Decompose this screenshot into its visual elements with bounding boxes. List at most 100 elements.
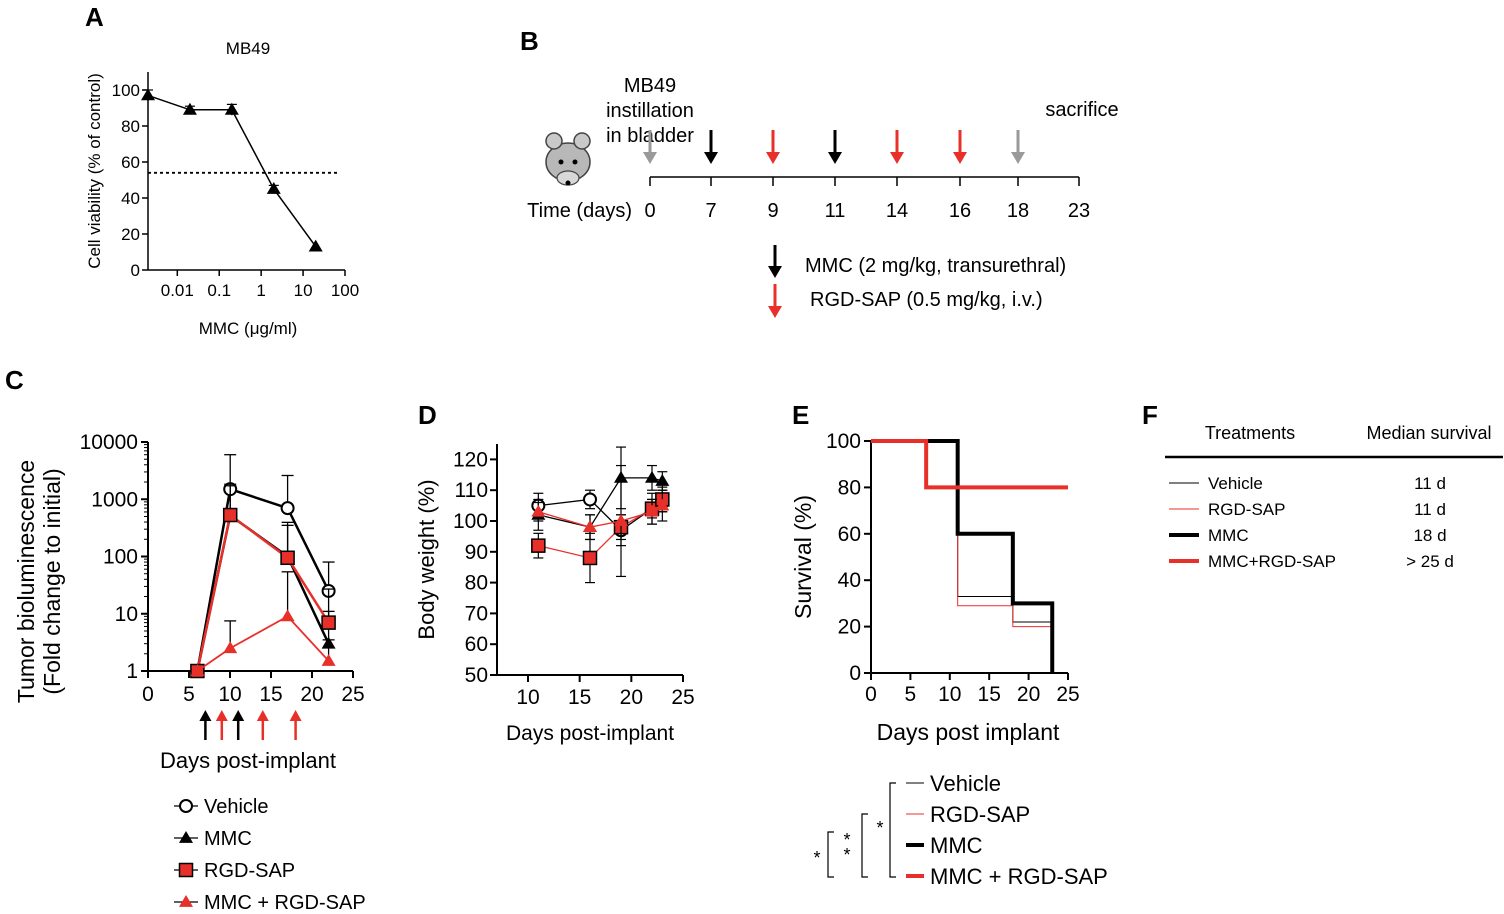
chart-c-xtick-label: 25 [341, 683, 364, 706]
chart-e-legend-label: MMC [930, 833, 983, 858]
chart-a-xtick-label: 1 [256, 281, 265, 300]
panel-a-chart: MB49 0 20 40 60 80 100 0.01 0.1 1 10 100 MMC (μg/ml)… [85, 39, 359, 338]
chart-e-survival-line [871, 440, 1053, 673]
chart-e-ytick-label: 80 [838, 476, 861, 499]
chart-a-ytick-label: 0 [131, 261, 140, 280]
chart-c-point [321, 653, 336, 666]
chart-c-legend-label: RGD-SAP [204, 860, 295, 882]
mouse-nose [565, 180, 571, 186]
legend-arrow-mmc-head [768, 266, 782, 278]
timeline-arrow-head [643, 152, 657, 164]
panel-e-chart: 0 20 40 60 80 100 0 5 10 15 20 25 Days post implant S… [790, 430, 1108, 889]
timeline-day-label: 11 [825, 200, 846, 222]
chart-d-point [583, 520, 597, 533]
chart-c-treatment-arrow-head [199, 710, 212, 721]
chart-e-ytick-label: 60 [838, 523, 861, 546]
chart-a-point [141, 88, 155, 101]
chart-d-point [582, 550, 598, 566]
chart-d-point [645, 470, 659, 483]
table-f-row-treatment: Vehicle [1208, 474, 1263, 493]
panel-label-b: B [520, 26, 539, 56]
chart-e-xtick-label: 10 [938, 683, 961, 706]
chart-d-ytick-label: 100 [453, 510, 488, 533]
chart-d-ytick-label: 120 [453, 448, 488, 471]
chart-a-point [224, 102, 239, 115]
chart-d-xtick-label: 10 [516, 686, 539, 709]
chart-e-xtick-label: 5 [905, 683, 917, 706]
timeline-day-label: 9 [767, 200, 778, 222]
chart-c-ytick-label: 10000 [80, 431, 138, 454]
table-f-row-treatment: RGD-SAP [1208, 500, 1285, 519]
mouse-ear [545, 132, 563, 150]
chart-e-survival-line [871, 439, 1055, 673]
chart-c-treatment-arrow-head [215, 710, 228, 721]
chart-e-survival-line [871, 440, 1053, 673]
sacrifice-label: sacrifice [1045, 99, 1118, 121]
chart-c-point [223, 641, 238, 654]
chart-c-legend-marker [179, 895, 193, 907]
chart-e-legend-label: Vehicle [930, 771, 1001, 796]
chart-e-ytick-label: 40 [838, 569, 861, 592]
chart-a-xtick-label: 0.01 [161, 281, 194, 300]
mouse-icon [545, 132, 591, 186]
table-f-row-median: 11 d [1414, 500, 1446, 519]
mouse-eye [558, 159, 564, 165]
chart-a-series-line [147, 94, 317, 248]
table-f-row-median: 18 d [1413, 526, 1446, 545]
chart-a-xtick-label: 10 [294, 281, 313, 300]
chart-a-point [266, 182, 281, 194]
chart-e-ylabel: Survival (%) [790, 495, 816, 619]
chart-e-bracket [861, 813, 868, 878]
chart-a-ytick-label: 60 [121, 153, 140, 172]
chart-e-bracket [889, 782, 896, 878]
chart-d-ytick-label: 90 [465, 541, 488, 564]
panel-d-chart: 50 60 70 80 90 100 110 120 10 15 20 25 Days post-imp… [414, 444, 695, 745]
chart-e-xtick-label: 25 [1056, 683, 1079, 706]
chart-c-legend-label: Vehicle [204, 796, 269, 818]
chart-e-ytick-label: 100 [826, 430, 861, 453]
timeline-arrow-head [953, 152, 967, 164]
chart-d-point [531, 504, 546, 517]
chart-a-ytick-label: 40 [121, 189, 140, 208]
timeline-day-label: 7 [705, 200, 716, 222]
chart-d-point [655, 473, 670, 486]
instillation-label: instillation [606, 100, 694, 122]
table-f-header-median: Median survival [1366, 423, 1491, 443]
table-f-row-median: 11 d [1414, 474, 1446, 493]
mouse-eye [572, 159, 578, 165]
chart-c-treatment-arrow-head [289, 710, 302, 721]
chart-c-series-line [196, 487, 330, 672]
panel-label-f: F [1142, 400, 1158, 430]
chart-a-ytick-label: 20 [121, 225, 140, 244]
chart-c-series-line [196, 512, 330, 672]
chart-c-xtick-label: 15 [259, 683, 282, 706]
chart-a-point [182, 102, 197, 115]
chart-c-ylabel-2: (Fold change to initial) [39, 468, 65, 694]
table-f-row-treatment: MMC+RGD-SAP [1208, 552, 1336, 571]
chart-d-point [645, 504, 659, 517]
chart-c-xtick-label: 5 [183, 683, 195, 706]
table-f-header-treatments: Treatments [1205, 423, 1295, 443]
timeline-arrow-head [704, 152, 718, 164]
instillation-label: MB49 [624, 75, 676, 97]
timeline-arrow-head [1011, 152, 1025, 164]
table-f-row-median: > 25 d [1406, 552, 1454, 571]
chart-c-point [280, 550, 295, 566]
chart-e-bracket [827, 831, 834, 878]
chart-e-significance: * [843, 830, 850, 850]
chart-a-ytick-label: 80 [121, 117, 140, 136]
chart-d-point [614, 514, 628, 526]
panel-label-d: D [418, 400, 437, 430]
chart-e-significance: * [843, 845, 850, 865]
chart-d-point [655, 498, 670, 511]
chart-c-legend-marker [179, 799, 193, 813]
chart-e-legend-label: RGD-SAP [930, 802, 1030, 827]
timeline-arrow-head [828, 152, 842, 164]
chart-a-point [308, 239, 323, 252]
timeline-arrow-head [766, 152, 780, 164]
chart-c-point [321, 615, 336, 630]
chart-c-xtick-label: 0 [142, 683, 154, 706]
timeline-day-label: 14 [886, 200, 908, 222]
timeline-day-label: 23 [1068, 200, 1090, 222]
chart-c-point [190, 664, 205, 676]
